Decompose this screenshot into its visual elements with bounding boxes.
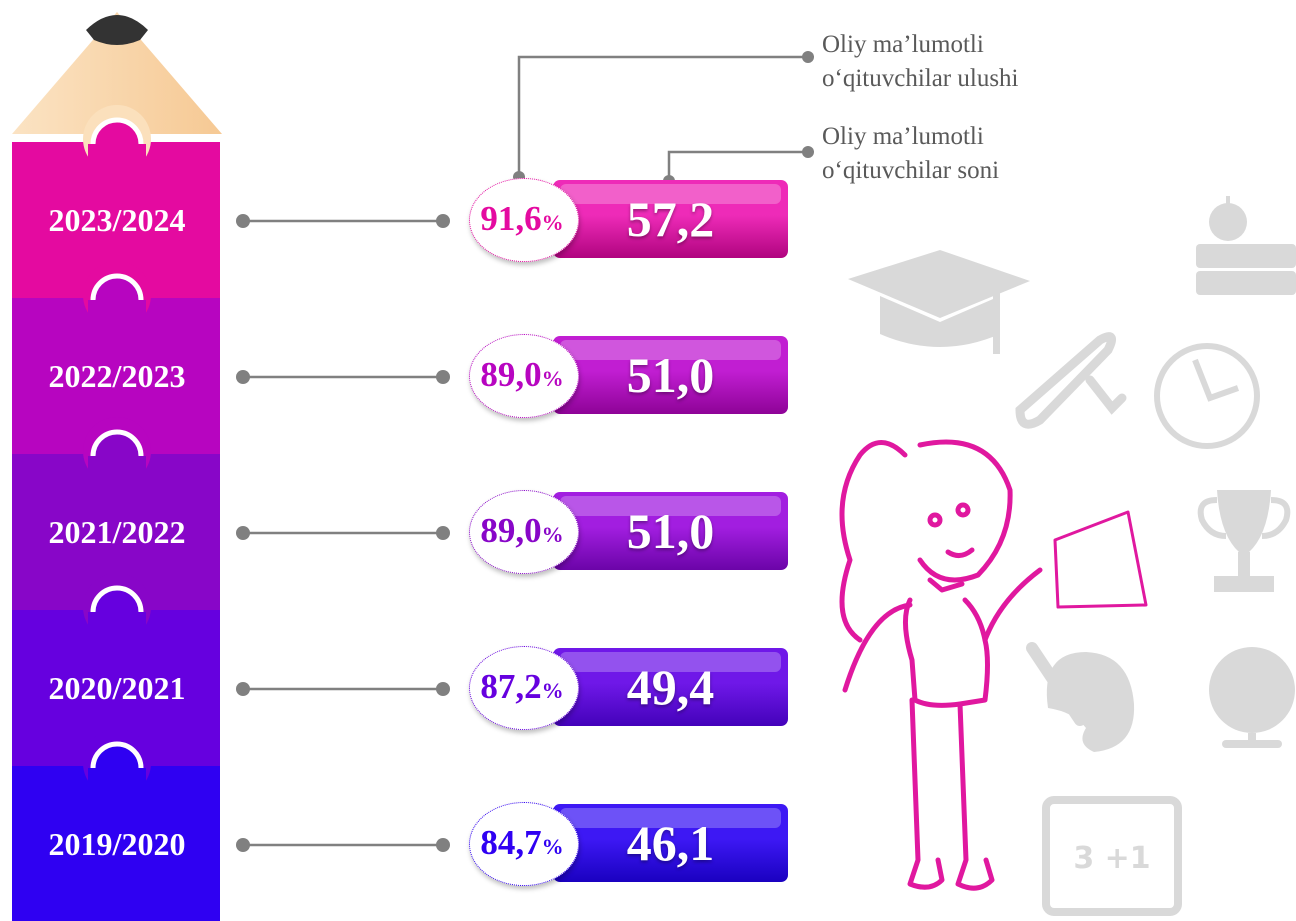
share-value-label: 89,0% [466,490,578,579]
share-bubble [469,802,579,886]
count-bar-2 [553,492,788,570]
puzzle-knob-fill-3 [88,612,146,642]
share-bubble [469,334,579,418]
chalkboard-icon: 3 +1 [1042,796,1182,916]
puzzle-knob-fill-0 [88,144,146,174]
connector-dot-right-3 [436,682,450,696]
chalkboard-text: 3 +1 [1073,841,1150,876]
count-bar-1 [553,336,788,414]
puzzle-knob-fill-2 [88,456,146,486]
trophy-icon [1197,490,1291,592]
year-label: 2019/2020 [48,826,186,862]
share-value-number: 89,0 [480,355,542,394]
share-value-label: 87,2% [466,646,578,735]
connector-dot-left-3 [236,682,250,696]
count-legend-line2: o‘qituvchilar soni [822,157,1000,184]
count-bar-3 [553,648,788,726]
clock-icon [1154,343,1260,449]
share-bubble [469,646,579,730]
count-legend-label: Oliy ma’lumotli o‘qituvchilar soni [822,120,999,188]
connector-dot-right-2 [436,526,450,540]
share-bubble [469,490,579,574]
count-bar-4 [553,804,788,882]
connector-dot-right-1 [436,370,450,384]
year-label: 2020/2021 [48,670,186,706]
palette-icon [1026,642,1135,752]
connector-dot-right-4 [436,838,450,852]
count-value-label: 57,2 [626,191,715,247]
count-value-label: 46,1 [626,815,715,871]
count-bar-gloss-3 [560,652,781,672]
connector-dot-left-1 [236,370,250,384]
connector-dot-left-0 [236,214,250,228]
share-leader-line [517,55,808,177]
share-bubble [469,178,579,262]
share-value-number: 87,2 [480,667,542,706]
graduation-cap-icon [848,250,1030,354]
percent-sign: % [541,366,564,391]
legend-leaders [513,51,814,187]
diploma-scroll-icon [1015,332,1127,429]
share-value-label: 89,0% [466,334,578,423]
year-label: 2021/2022 [48,514,186,550]
count-bar-gloss-1 [560,340,781,360]
share-value-number: 89,0 [480,511,542,550]
share-legend-label: Oliy ma’lumotli o‘qituvchilar ulushi [822,28,1019,96]
share-value-label: 84,7% [466,802,578,891]
globe-icon [1209,647,1295,748]
share-leader-dot-end [802,51,814,63]
connector-dot-left-4 [236,838,250,852]
share-value-number: 84,7 [480,823,542,862]
pencil-icon [12,12,222,134]
books-apple-icon [1196,196,1296,295]
percent-sign: % [541,210,564,235]
share-value-label: 91,6% [466,178,578,267]
count-bar-0 [553,180,788,258]
share-value-number: 91,6 [480,199,542,238]
share-legend-line1: Oliy ma’lumotli [822,31,984,58]
count-legend-line1: Oliy ma’lumotli [822,123,984,150]
connectors [236,214,450,852]
count-bar-gloss-0 [560,184,781,204]
percent-sign: % [541,678,564,703]
count-value-label: 49,4 [626,659,715,715]
puzzle-knob-fill-1 [88,300,146,330]
teacher-illustration [839,439,1148,891]
count-value-label: 51,0 [626,347,715,403]
connector-dot-left-2 [236,526,250,540]
puzzle-knob-fill-4 [88,768,146,798]
count-leader-line [667,150,808,181]
year-label: 2022/2023 [48,358,186,394]
count-value-label: 51,0 [626,503,715,559]
percent-sign: % [541,834,564,859]
year-bands [12,105,220,921]
connector-dot-right-0 [436,214,450,228]
percent-sign: % [541,522,564,547]
year-label: 2023/2024 [48,202,186,238]
count-leader-dot-end [802,146,814,158]
count-bar-gloss-4 [560,808,781,828]
bars [553,180,788,882]
count-bar-gloss-2 [560,496,781,516]
share-legend-line2: o‘qituvchilar ulushi [822,65,1019,92]
